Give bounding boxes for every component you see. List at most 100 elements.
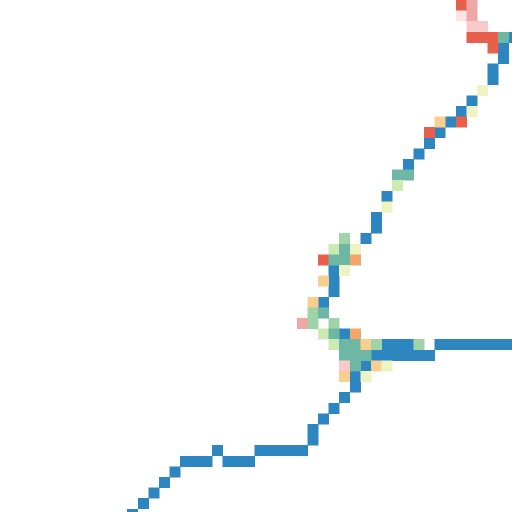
route-segment (286, 445, 298, 457)
route-segment (498, 339, 510, 351)
route-segment (201, 455, 213, 467)
heat-cell (328, 339, 340, 351)
heat-cell (318, 328, 329, 340)
route-segment (159, 477, 170, 488)
route-segment (339, 328, 351, 340)
route-segment (455, 106, 467, 117)
route-segment (328, 275, 340, 287)
heat-cell (307, 296, 319, 308)
heat-cell (360, 339, 372, 351)
route-segment (371, 222, 382, 234)
heat-cell (339, 371, 351, 382)
route-segment (424, 137, 435, 149)
route-segment (477, 339, 488, 351)
heat-cell (466, 106, 478, 117)
heat-cell (339, 360, 351, 372)
heat-cell (339, 233, 351, 245)
route-segment (328, 286, 340, 298)
route-segment (381, 339, 393, 351)
heat-cell (381, 360, 393, 372)
heat-cell (349, 328, 361, 340)
route-segment (508, 339, 512, 351)
heat-cell (381, 201, 393, 213)
heat-cell (318, 275, 329, 287)
route-segment (402, 349, 414, 361)
heat-cell (487, 42, 499, 54)
heat-cell (498, 31, 510, 43)
route-segment (434, 339, 446, 351)
route-segment (371, 212, 382, 223)
route-segment (296, 445, 308, 457)
route-segment (349, 371, 361, 382)
heat-cell (466, 0, 478, 11)
route-segment (487, 74, 499, 86)
route-segment (424, 349, 435, 361)
heat-cell (328, 243, 340, 255)
heat-cell (339, 265, 351, 276)
route-segment (265, 445, 276, 457)
heat-cell (328, 318, 340, 329)
route-segment (307, 424, 319, 435)
heat-cell (392, 169, 404, 181)
route-segment (360, 360, 372, 372)
route-segment (487, 63, 499, 75)
route-segment (413, 148, 425, 160)
route-segment (466, 95, 478, 107)
heat-cell (360, 349, 372, 361)
route-segment (360, 233, 372, 245)
heat-cell (434, 116, 446, 128)
heat-cell (455, 10, 467, 22)
route-segment (169, 466, 181, 478)
heat-cell (466, 21, 478, 33)
heat-cell (318, 307, 329, 319)
heat-cell (360, 371, 372, 382)
heat-cell (328, 254, 340, 266)
route-segment (233, 455, 245, 467)
route-segment (392, 339, 404, 351)
route-segment (318, 296, 329, 308)
route-segment (137, 498, 149, 510)
route-segment (222, 455, 234, 467)
route-segment (455, 339, 467, 351)
route-segment (243, 455, 255, 467)
heat-cell (413, 339, 425, 351)
heat-cell (318, 254, 329, 266)
route-segment (381, 190, 393, 202)
route-segment (445, 339, 457, 351)
heat-cell (371, 339, 382, 351)
route-segment (413, 349, 425, 361)
heat-cell (487, 31, 499, 43)
heat-cell (349, 349, 361, 361)
heat-cell (371, 360, 382, 372)
heat-cell (455, 116, 467, 128)
heat-cell (307, 307, 319, 319)
route-segment (466, 339, 478, 351)
route-segment (371, 349, 382, 361)
heat-cell (424, 127, 435, 139)
route-segment (402, 339, 414, 351)
heat-cell (477, 84, 488, 96)
heat-cell (339, 339, 351, 351)
heat-cell (339, 349, 351, 361)
route-segment (148, 487, 160, 499)
route-segment (328, 265, 340, 276)
heat-cell (477, 21, 488, 33)
heat-cell (477, 31, 488, 43)
heat-cell (455, 0, 467, 11)
heat-cell (349, 243, 361, 255)
route-segment (381, 349, 393, 361)
heat-cell (349, 254, 361, 266)
route-segment (445, 116, 457, 128)
heat-cell (339, 254, 351, 266)
heat-cell (349, 339, 361, 351)
heat-cell (339, 243, 351, 255)
route-segment (498, 42, 510, 54)
route-segment (487, 339, 499, 351)
route-segment (318, 413, 329, 425)
route-segment (212, 445, 223, 457)
heat-cell (392, 180, 404, 192)
route-segment (328, 402, 340, 414)
